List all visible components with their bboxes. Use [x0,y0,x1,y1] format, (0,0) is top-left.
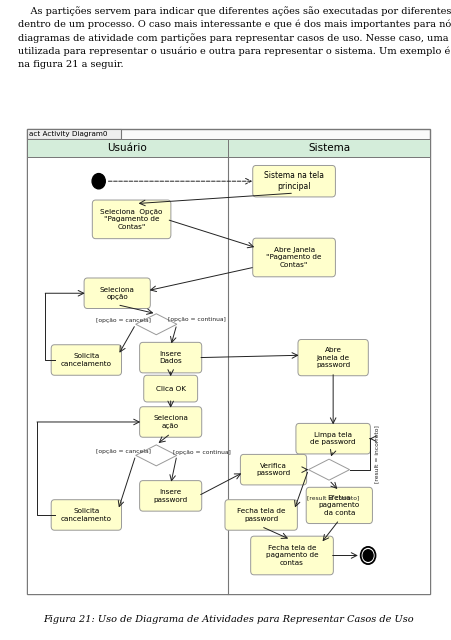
FancyBboxPatch shape [143,375,197,402]
Text: Insere
Dados: Insere Dados [159,351,182,364]
FancyBboxPatch shape [252,238,335,276]
Text: As partições servem para indicar que diferentes ações são executadas por diferen: As partições servem para indicar que dif… [18,6,451,69]
Text: act Activity Diagram0: act Activity Diagram0 [29,131,107,137]
Text: Sistema: Sistema [307,143,350,154]
Text: Fecha tela de
pagamento de
contas: Fecha tela de pagamento de contas [265,545,318,566]
FancyBboxPatch shape [225,500,297,530]
Text: [opção = cancela]: [opção = cancela] [96,318,151,323]
Polygon shape [135,445,176,466]
FancyBboxPatch shape [27,129,429,594]
Circle shape [92,173,105,189]
FancyBboxPatch shape [51,345,121,375]
Text: Seleciona
ação: Seleciona ação [153,415,188,429]
Text: Abre Janela
"Pagamento de
Contas": Abre Janela "Pagamento de Contas" [266,247,321,268]
Text: Figura 21: Uso de Diagrama de Atividades para Representar Casos de Uso: Figura 21: Uso de Diagrama de Atividades… [43,614,413,624]
Text: Usuário: Usuário [107,143,147,154]
Text: [result = incorreto]: [result = incorreto] [374,425,379,483]
FancyBboxPatch shape [305,487,372,524]
FancyBboxPatch shape [27,129,121,140]
Polygon shape [135,314,176,335]
Text: Verifica
password: Verifica password [256,463,290,476]
Text: Clica OK: Clica OK [155,386,185,392]
FancyBboxPatch shape [252,166,335,197]
Text: Abre
janela de
password: Abre janela de password [315,348,350,368]
Text: Seleciona
opção: Seleciona opção [100,287,134,300]
Text: [result = correto]: [result = correto] [306,496,359,500]
FancyBboxPatch shape [297,339,368,376]
Text: [opção = continua]: [opção = continua] [168,317,226,322]
Text: Fecha tela de
password: Fecha tela de password [236,508,285,522]
Circle shape [360,547,375,564]
FancyBboxPatch shape [139,342,201,373]
FancyBboxPatch shape [139,481,201,511]
Text: Seleciona  Opção
"Pagamento de
Contas": Seleciona Opção "Pagamento de Contas" [100,209,162,230]
FancyBboxPatch shape [139,407,201,437]
Bar [228,140,429,157]
Text: Insere
password: Insere password [153,489,187,502]
FancyBboxPatch shape [92,200,170,239]
FancyBboxPatch shape [240,454,306,485]
Text: [opção = cancela]: [opção = cancela] [96,449,151,454]
Circle shape [362,550,372,561]
Text: Solicita
cancelamento: Solicita cancelamento [61,353,111,367]
FancyBboxPatch shape [84,278,150,308]
Text: Efetua
pagamento
da conta: Efetua pagamento da conta [318,495,359,516]
Text: Sistema na tela
principal: Sistema na tela principal [263,172,323,191]
Text: [opção = continua]: [opção = continua] [172,451,230,456]
Text: Solicita
cancelamento: Solicita cancelamento [61,508,111,522]
FancyBboxPatch shape [51,500,121,530]
FancyBboxPatch shape [250,536,333,575]
Text: Limpa tela
de password: Limpa tela de password [310,432,355,445]
FancyBboxPatch shape [295,424,369,454]
Bar [27,140,228,157]
Polygon shape [308,459,349,480]
